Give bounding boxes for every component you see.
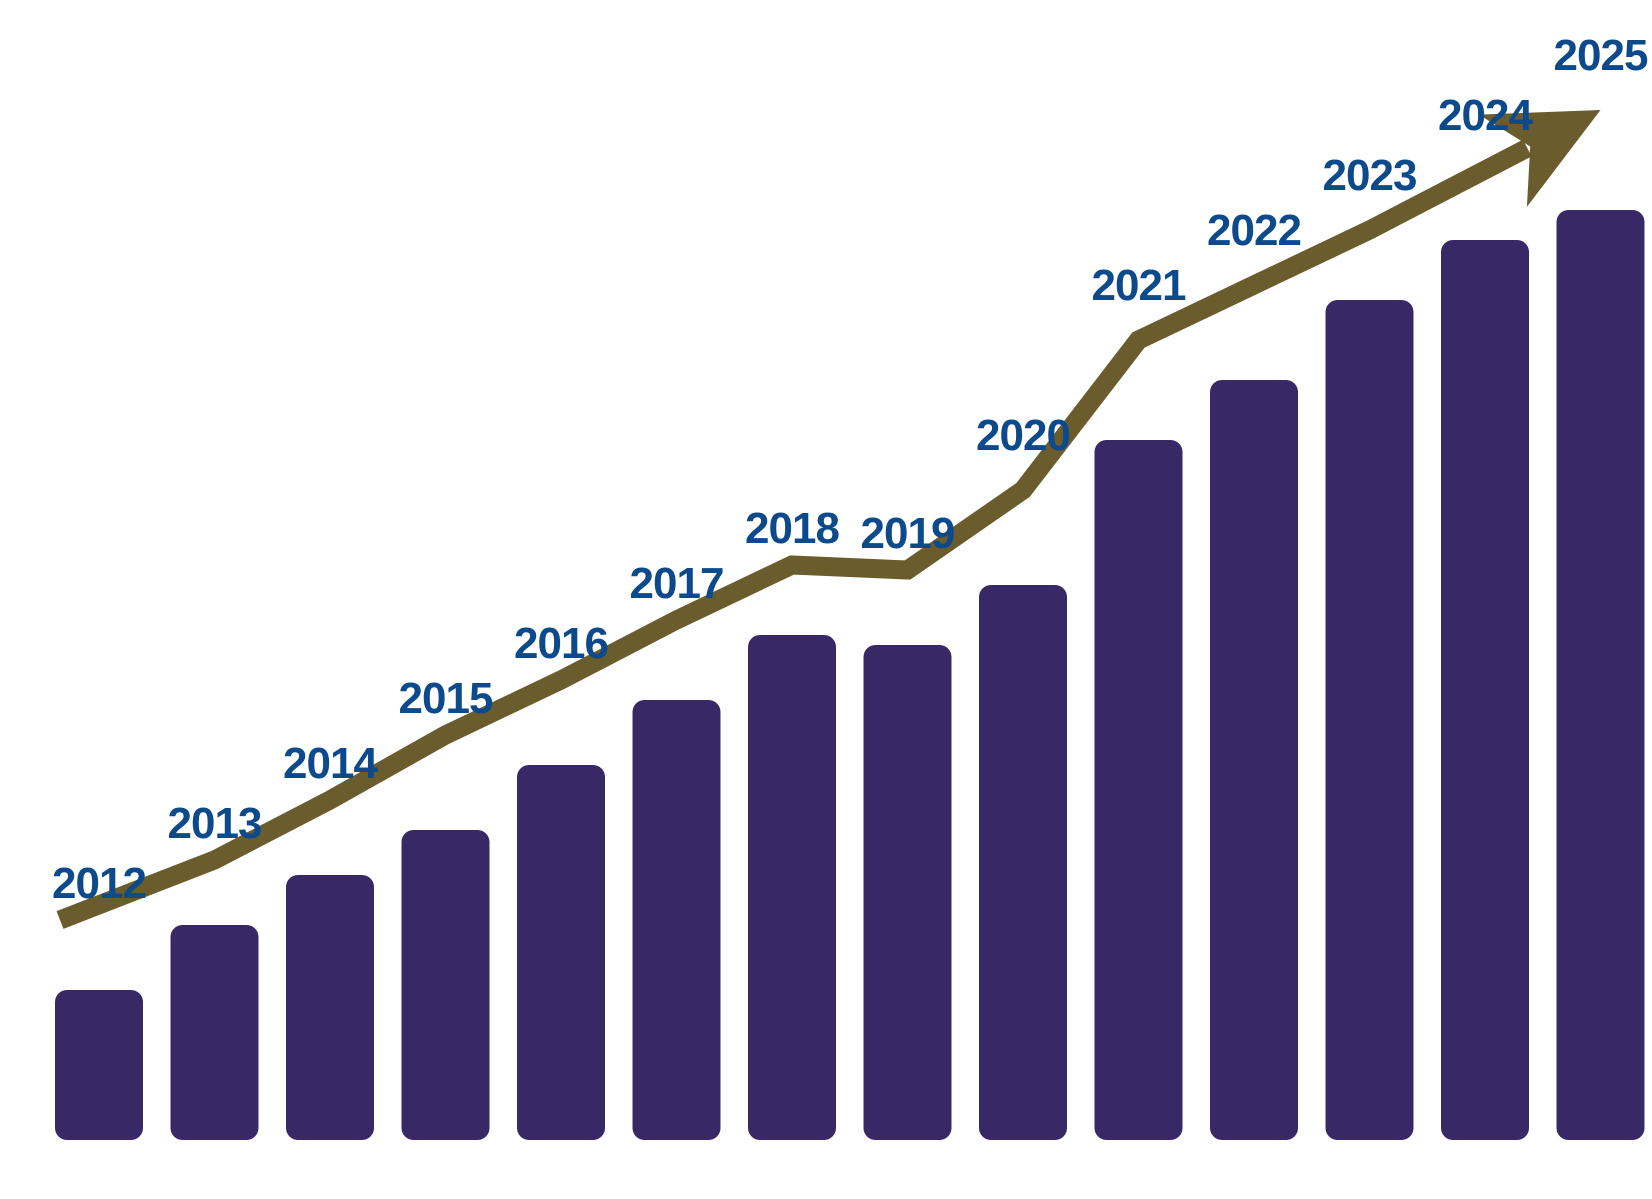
bar-2024 [1441,240,1529,1140]
bar-2017 [632,700,721,1140]
bar-2015 [401,830,490,1140]
bar-2014 [286,875,374,1140]
bars-group [55,210,1645,1140]
year-label-2022: 2022 [1207,206,1301,255]
year-label-2025: 2025 [1554,31,1648,80]
bar-2018 [748,635,836,1140]
year-label-2023: 2023 [1323,151,1417,200]
year-label-2017: 2017 [630,559,724,608]
year-labels-group: 2012 2013 2014 2015 2016 2017 2018 2019 2020 2021… [52,31,1649,908]
bar-2021 [1094,440,1183,1140]
bar-2025 [1556,210,1645,1140]
bar-2012 [55,990,143,1140]
year-label-2012: 2012 [52,859,146,908]
trend-group [56,110,1601,929]
bar-2023 [1325,300,1414,1140]
bar-2013 [170,925,259,1140]
trend-arrowhead [1478,110,1601,207]
bar-2020 [979,585,1067,1140]
year-label-2018: 2018 [745,504,839,553]
year-label-2024: 2024 [1438,91,1533,140]
year-label-2019: 2019 [861,509,955,558]
year-label-2020: 2020 [976,411,1070,460]
year-label-2016: 2016 [514,619,608,668]
year-label-2014: 2014 [283,739,378,788]
bar-2016 [517,765,605,1140]
year-label-2021: 2021 [1092,261,1186,310]
trend-line [56,139,1532,929]
year-label-2013: 2013 [168,799,262,848]
year-label-2015: 2015 [399,674,493,723]
bar-2022 [1210,380,1298,1140]
bar-2019 [863,645,952,1140]
